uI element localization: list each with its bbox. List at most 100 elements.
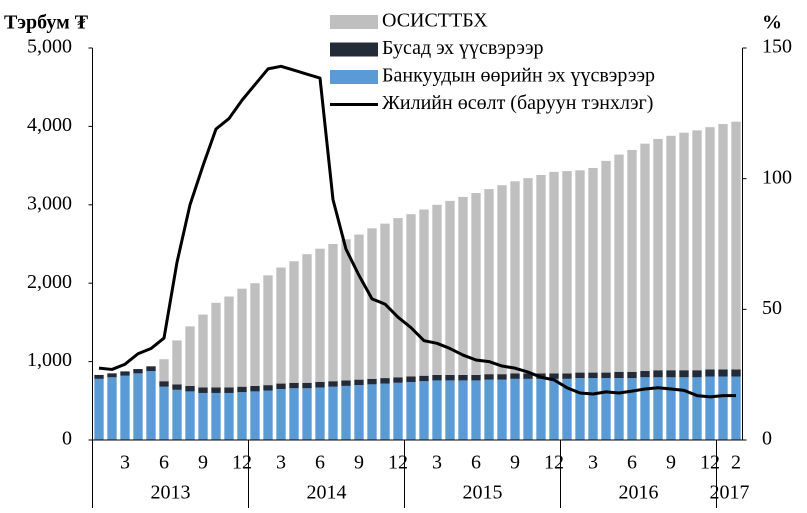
y2-tick-label: 100 <box>762 166 792 188</box>
y-tick-label: 0 <box>62 428 72 450</box>
bar-segment <box>315 248 325 382</box>
bar-segment <box>328 244 338 382</box>
bar-segment <box>549 373 559 379</box>
bar-segment <box>588 378 598 440</box>
bar-segment <box>432 380 442 440</box>
bar-segment <box>484 374 494 380</box>
bar-segment <box>536 378 546 440</box>
bar-segment <box>562 171 572 374</box>
bar-segment <box>679 377 689 440</box>
x-tick-label: 9 <box>666 452 676 474</box>
bar-segment <box>276 389 286 440</box>
bar-segment <box>354 385 364 440</box>
legend-swatch <box>330 42 378 57</box>
bar-segment <box>406 214 416 377</box>
legend-swatch <box>330 70 378 84</box>
bar-segment <box>458 196 468 375</box>
bar-segment <box>497 374 507 380</box>
bar-segment <box>705 376 715 440</box>
y2-axis-title: % <box>762 12 782 34</box>
bar-segment <box>575 372 585 379</box>
bar-segment <box>549 378 559 440</box>
bar-segment <box>627 371 637 379</box>
x-tick-label: 9 <box>510 452 520 474</box>
bar-segment <box>679 132 689 371</box>
bar-segment <box>302 254 312 383</box>
y2-tick-label: 50 <box>762 297 782 319</box>
bar-segment <box>406 376 416 382</box>
year-label: 2013 <box>151 482 191 504</box>
bar-segment <box>731 121 741 370</box>
bar-segment <box>341 385 351 440</box>
bar-segment <box>198 387 208 393</box>
y-tick-label: 3,000 <box>27 192 72 214</box>
bar-segment <box>198 392 208 440</box>
bar-segment <box>471 193 481 375</box>
bar-segment <box>718 369 728 377</box>
bar-segment <box>263 385 273 391</box>
x-tick-label: 6 <box>315 452 325 474</box>
bar-segment <box>250 283 260 386</box>
bar-segment <box>575 378 585 440</box>
bar-segment <box>731 376 741 440</box>
x-tick-label: 12 <box>232 452 252 474</box>
x-tick-label: 9 <box>354 452 364 474</box>
bar-segment <box>471 374 481 381</box>
bar-segment <box>380 383 390 440</box>
y-tick-label: 5,000 <box>27 36 72 58</box>
bar-segment <box>289 261 299 383</box>
bar-segment <box>380 378 390 384</box>
bar-segment <box>393 382 403 440</box>
bar-segment <box>263 275 273 386</box>
bar-segment <box>601 378 611 440</box>
bar-segment <box>107 373 117 378</box>
bar-segment <box>211 392 221 440</box>
bar-segment <box>367 378 377 385</box>
bar-segment <box>562 378 572 440</box>
bar-segment <box>692 377 702 440</box>
bar-segment <box>198 314 208 388</box>
bar-segment <box>666 377 676 440</box>
x-tick-label: 6 <box>627 452 637 474</box>
bar-segment <box>185 326 195 386</box>
year-label: 2017 <box>710 482 750 504</box>
legend-label: Жилийн өсөлт (баруун тэнхлэг) <box>382 92 653 114</box>
bar-segment <box>653 370 663 378</box>
bar-segment <box>692 370 702 378</box>
bar-segment <box>172 389 182 440</box>
bar-segment <box>653 377 663 440</box>
bar-segment <box>354 379 364 386</box>
bar-segment <box>666 370 676 378</box>
bar-segment <box>419 209 429 376</box>
y2-tick-label: 150 <box>762 36 792 58</box>
bar-segment <box>510 378 520 440</box>
x-tick-label: 9 <box>198 452 208 474</box>
bar-segment <box>159 359 169 382</box>
bar-segment <box>302 382 312 389</box>
bar-segment <box>146 371 156 440</box>
x-tick-label: 3 <box>588 452 598 474</box>
x-tick-label: 6 <box>159 452 169 474</box>
bar-segment <box>315 387 325 440</box>
bar-segment <box>315 381 325 388</box>
bar-segment <box>276 383 286 390</box>
bar-segment <box>523 178 533 374</box>
legend-swatch <box>330 15 378 29</box>
bar-segment <box>419 381 429 440</box>
bar-segment <box>276 267 286 384</box>
bar-segment <box>575 170 585 373</box>
bar-segment <box>705 127 715 370</box>
x-tick-label: 12 <box>700 452 720 474</box>
bar-segment <box>445 200 455 375</box>
bar-segment <box>458 374 468 381</box>
bar-segment <box>731 369 741 377</box>
legend-label: ОСИСТТБХ <box>382 10 488 32</box>
bar-segment <box>458 380 468 440</box>
bar-segment <box>302 388 312 440</box>
bar-segment <box>393 218 403 378</box>
bar-segment <box>679 370 689 378</box>
bar-segment <box>692 130 702 371</box>
bar-segment <box>224 392 234 440</box>
bar-segment <box>224 296 234 388</box>
bar-segment <box>510 373 520 379</box>
